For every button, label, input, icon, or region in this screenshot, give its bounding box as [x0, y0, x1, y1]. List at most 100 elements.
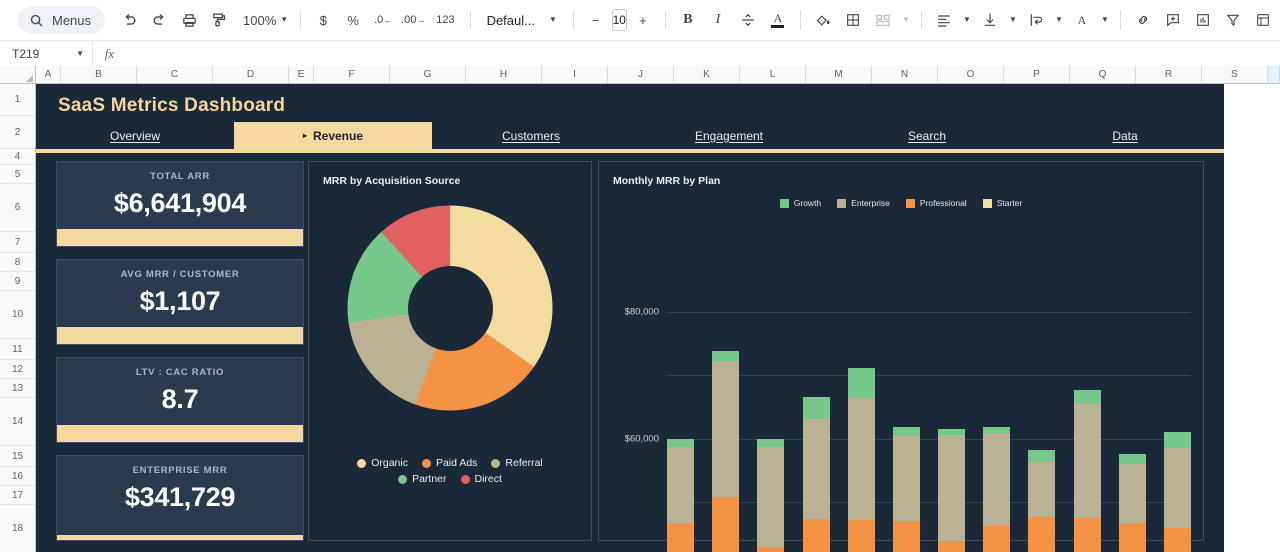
- text-color-button[interactable]: A: [764, 6, 792, 34]
- column-header-g[interactable]: G: [390, 66, 466, 83]
- column-header-h[interactable]: H: [466, 66, 542, 83]
- column-header-l[interactable]: L: [740, 66, 806, 83]
- text-wrapping-dropdown[interactable]: ▼: [1052, 6, 1066, 34]
- row-header-4[interactable]: 4: [0, 149, 35, 165]
- row-header-16[interactable]: 16: [0, 467, 35, 486]
- tab-engagement[interactable]: Engagement: [630, 122, 828, 149]
- horizontal-align-dropdown[interactable]: ▼: [960, 6, 974, 34]
- bar-column[interactable]: [938, 428, 966, 552]
- column-header-i[interactable]: I: [542, 66, 608, 83]
- tab-revenue[interactable]: ▸ Revenue: [234, 122, 432, 149]
- percent-format-button[interactable]: %: [339, 6, 367, 34]
- bar-column[interactable]: [667, 438, 694, 552]
- text-wrapping-button[interactable]: [1022, 6, 1050, 34]
- create-filter-button[interactable]: [1219, 6, 1247, 34]
- column-header-selected-region[interactable]: [1268, 66, 1280, 83]
- text-rotation-button[interactable]: A: [1068, 6, 1096, 34]
- column-header-a[interactable]: A: [36, 66, 61, 83]
- row-header-8[interactable]: 8: [0, 253, 35, 272]
- column-header-n[interactable]: N: [872, 66, 938, 83]
- create-filter-icon: [1227, 14, 1239, 26]
- undo-button[interactable]: [115, 6, 143, 34]
- bold-button[interactable]: B: [674, 6, 702, 34]
- paint-format-button[interactable]: [205, 6, 233, 34]
- bar-column[interactable]: [1028, 449, 1056, 552]
- row-header-17[interactable]: 17: [0, 486, 35, 505]
- tab-overview[interactable]: Overview: [36, 122, 234, 149]
- bar-segment: [1118, 463, 1146, 523]
- merge-cells-dropdown[interactable]: ▼: [899, 6, 913, 34]
- column-header-f[interactable]: F: [314, 66, 390, 83]
- column-header-b[interactable]: B: [61, 66, 137, 83]
- decrease-font-size-button[interactable]: −: [582, 6, 610, 34]
- row-header-12[interactable]: 12: [0, 360, 35, 379]
- empty-sheet-area[interactable]: [1224, 84, 1280, 552]
- bar-column[interactable]: [1118, 454, 1146, 552]
- sheet-canvas[interactable]: SaaS Metrics Dashboard Overview ▸ Revenue C…: [36, 84, 1280, 552]
- zoom-control[interactable]: 100% ▼: [235, 13, 292, 28]
- increase-font-size-button[interactable]: +: [629, 6, 657, 34]
- row-header-14[interactable]: 14: [0, 398, 35, 446]
- row-header-10[interactable]: 10: [0, 291, 35, 339]
- font-size-input[interactable]: 10: [611, 9, 627, 31]
- column-header-j[interactable]: J: [608, 66, 674, 83]
- select-all-corner[interactable]: [0, 66, 36, 83]
- tab-search[interactable]: Search: [828, 122, 1026, 149]
- bar-column[interactable]: [1073, 390, 1101, 552]
- bar-column[interactable]: [1163, 432, 1191, 552]
- text-rotation-dropdown[interactable]: ▼: [1098, 6, 1112, 34]
- borders-button[interactable]: [839, 6, 867, 34]
- row-header-11[interactable]: 11: [0, 339, 35, 360]
- column-header-p[interactable]: P: [1004, 66, 1070, 83]
- vertical-align-dropdown[interactable]: ▼: [1006, 6, 1020, 34]
- column-header-d[interactable]: D: [213, 66, 289, 83]
- column-header-r[interactable]: R: [1136, 66, 1202, 83]
- functions-button[interactable]: [1249, 6, 1277, 34]
- bar-column[interactable]: [983, 426, 1011, 552]
- decrease-decimal-button[interactable]: .0 ←: [369, 6, 397, 34]
- column-header-k[interactable]: K: [674, 66, 740, 83]
- row-header-7[interactable]: 7: [0, 232, 35, 253]
- formula-input[interactable]: [126, 41, 1280, 66]
- bar-column[interactable]: [847, 368, 875, 552]
- bar-column[interactable]: [802, 397, 830, 552]
- bar-segment: [802, 418, 830, 520]
- bar-column[interactable]: [892, 427, 920, 552]
- bar-column[interactable]: [712, 350, 740, 552]
- merge-cells-button[interactable]: [869, 6, 897, 34]
- row-header-1[interactable]: 1: [0, 84, 35, 116]
- print-button[interactable]: [175, 6, 203, 34]
- row-header-13[interactable]: 13: [0, 379, 35, 398]
- column-header-e[interactable]: E: [289, 66, 314, 83]
- column-header-q[interactable]: Q: [1070, 66, 1136, 83]
- strikethrough-button[interactable]: [734, 6, 762, 34]
- row-header-5[interactable]: 5: [0, 165, 35, 184]
- row-header-6[interactable]: 6: [0, 184, 35, 232]
- increase-decimal-button[interactable]: .00 →: [399, 6, 427, 34]
- menus-button[interactable]: Menus: [18, 6, 106, 34]
- row-header-15[interactable]: 15: [0, 446, 35, 467]
- vertical-align-button[interactable]: [976, 6, 1004, 34]
- row-header-2[interactable]: 2: [0, 116, 35, 149]
- currency-format-button[interactable]: $: [309, 6, 337, 34]
- redo-button[interactable]: [145, 6, 173, 34]
- column-header-c[interactable]: C: [137, 66, 213, 83]
- insert-link-button[interactable]: [1129, 6, 1157, 34]
- name-box[interactable]: T219 ▼: [0, 41, 92, 66]
- font-family-select[interactable]: Defaul... ▼: [479, 13, 565, 28]
- italic-label: I: [715, 12, 721, 27]
- fill-color-button[interactable]: [809, 6, 837, 34]
- insert-chart-button[interactable]: [1189, 6, 1217, 34]
- bar-column[interactable]: [757, 439, 785, 552]
- row-header-9[interactable]: 9: [0, 272, 35, 291]
- insert-comment-button[interactable]: [1159, 6, 1187, 34]
- italic-button[interactable]: I: [704, 6, 732, 34]
- row-header-18[interactable]: 18: [0, 505, 35, 552]
- column-header-s[interactable]: S: [1202, 66, 1268, 83]
- tab-customers[interactable]: Customers: [432, 122, 630, 149]
- more-formats-button[interactable]: 123: [429, 6, 461, 34]
- tab-data[interactable]: Data: [1026, 122, 1224, 149]
- column-header-o[interactable]: O: [938, 66, 1004, 83]
- column-header-m[interactable]: M: [806, 66, 872, 83]
- horizontal-align-button[interactable]: [930, 6, 958, 34]
